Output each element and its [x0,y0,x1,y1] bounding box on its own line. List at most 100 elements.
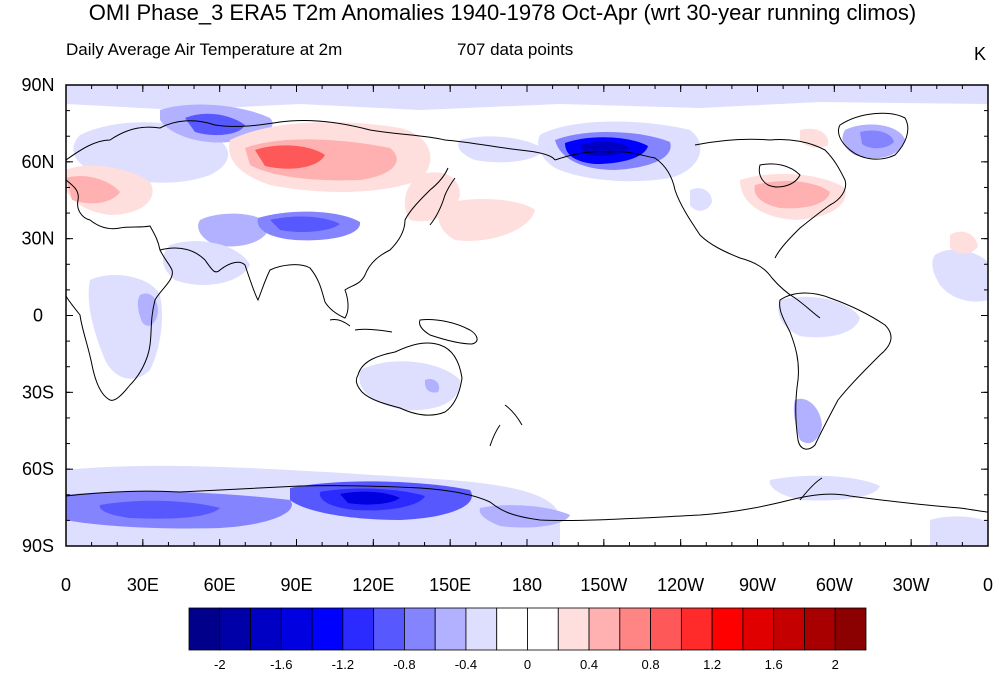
lon-label: 0 [983,575,993,595]
colorbar-swatch [773,607,805,651]
lon-label: 60E [204,575,236,595]
central-asia-cold [198,213,270,247]
lon-label: 30W [893,575,930,595]
sumatra-coast [329,319,351,327]
east-antarctica-cold-core [99,500,220,519]
colorbar-swatch [280,607,313,651]
arabia-cold [163,241,250,285]
north-pacific-warm [438,198,535,241]
africa-coast [66,179,173,401]
australia-coast [355,342,463,416]
colorbar-label: 1.6 [765,657,783,672]
colorbar-swatch [834,607,867,651]
south-asia-coast [159,167,449,319]
lat-label: 90S [22,536,54,556]
colorbar-swatch [496,607,528,651]
data-points-subtitle: 707 data points [457,40,574,59]
australia-cold-core [424,379,440,393]
lon-label: 180 [512,575,542,595]
colorbar-label: -0.8 [393,657,415,672]
eastern-us-warm-core [754,180,830,209]
colorbar-swatch [588,607,621,651]
siberia-warm-core [255,145,325,169]
colorbar-swatch [434,607,467,651]
greenland-coast [837,112,909,160]
colorbar-swatch [804,607,836,651]
lon-label: 60W [816,575,853,595]
weddell-cold [769,475,880,501]
colorbar-swatch [742,607,775,651]
longitude-axis: 0 30E 60E 90E 120E 150E 180 150W 120W 90W 60W 30W 0 [61,85,993,595]
colorbar-label: -0.4 [455,657,477,672]
map-title: OMI Phase_3 ERA5 T2m Anomalies 1940-1978… [88,0,917,25]
atlantic-cold [932,249,988,302]
colorbar-swatch [465,607,498,651]
dronning-cold [930,516,988,546]
colorbar-label: 0.8 [642,657,660,672]
lat-label: 60N [21,152,54,172]
scandinavia-cold-core [185,113,245,136]
colorbar-label: 0.4 [580,657,598,672]
north-america-west-coast [554,151,821,319]
south-america-coast [779,292,892,450]
lon-label: 150W [580,575,627,595]
colorbar-swatch [680,607,713,651]
colorbar-label: 1.2 [703,657,721,672]
hudson-bay-coast [758,163,801,188]
kamchatka-cold [458,136,545,163]
colorbar-swatch [650,607,682,651]
australia-cold [359,361,461,411]
lat-label: 30S [22,382,54,402]
lon-label: 30E [127,575,159,595]
colorbar: -2 -1.6 -1.2 -0.8 -0.4 0 0.4 0.8 1.2 1.6 2 [188,607,867,672]
colorbar-label: -2 [214,657,226,672]
eurasia-north-coast [66,119,556,161]
java-coast [354,328,393,333]
lon-label: 90E [280,575,312,595]
colorbar-label: 0 [524,657,531,672]
colorbar-swatch [250,607,282,651]
colorbar-swatch [188,607,221,651]
colorbar-swatch [619,607,651,651]
variable-subtitle: Daily Average Air Temperature at 2m [66,40,343,59]
coastlines [66,112,988,522]
colorbar-swatch [711,607,744,651]
east-africa-cold [137,293,158,326]
japan-coast [429,177,456,226]
antarctic-peninsula-coast [799,477,823,501]
lat-label: 60S [22,459,54,479]
colorbar-swatch [557,607,590,651]
patagonia-cold [793,398,822,444]
lat-label: 30N [21,229,54,249]
lon-label: 150E [429,575,471,595]
colorbar-swatch [527,607,559,651]
colorbar-swatch [404,607,436,651]
new-zealand-north [504,404,523,426]
west-africa-warm [950,231,978,254]
us-west-cold [690,188,712,211]
antarctica-coast [66,485,988,522]
colorbar-label: -1.2 [332,657,354,672]
north-america-east-coast [694,138,847,259]
lon-label: 120W [657,575,704,595]
ross-cold [479,505,570,528]
west-europe-warm-core [66,175,120,204]
colorbar-swatch [373,607,405,651]
colorbar-label: -1.6 [270,657,292,672]
colorbar-swatch [219,607,251,651]
tibet-cold-core [270,216,340,232]
new-zealand-south [489,424,501,447]
colorbar-label: 2 [832,657,839,672]
colorbar-swatch [342,607,375,651]
latitude-axis: 90N 60N 30N 0 30S 60S 90S [21,75,988,556]
lat-label: 0 [33,306,43,326]
lon-label: 0 [61,575,71,595]
lon-label: 120E [352,575,394,595]
greenland-cold-core [860,130,894,149]
lon-label: 90W [739,575,776,595]
wilkes-cold-peak [340,491,400,505]
units-label: K [974,44,987,64]
anomaly-field [66,85,988,546]
new-guinea-coast [419,319,478,345]
